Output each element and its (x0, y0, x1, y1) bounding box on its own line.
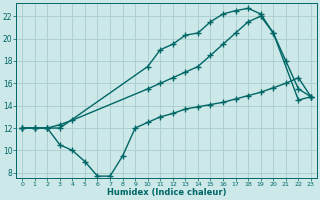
X-axis label: Humidex (Indice chaleur): Humidex (Indice chaleur) (107, 188, 226, 197)
